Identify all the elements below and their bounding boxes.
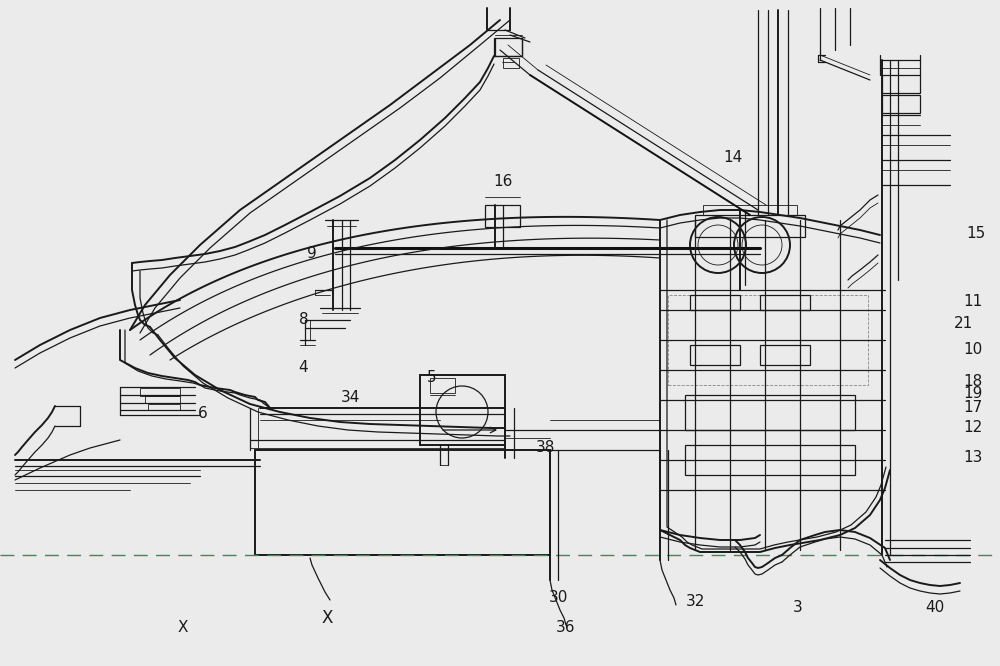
Bar xyxy=(690,295,740,310)
Text: 14: 14 xyxy=(723,151,742,165)
Bar xyxy=(882,95,920,113)
Bar xyxy=(140,388,180,396)
Text: 32: 32 xyxy=(686,595,705,609)
Bar xyxy=(685,395,855,430)
Bar xyxy=(148,404,180,410)
Bar xyxy=(255,450,550,555)
Text: 5: 5 xyxy=(427,370,437,384)
Text: X: X xyxy=(178,621,188,635)
Bar xyxy=(668,295,868,385)
Text: 3: 3 xyxy=(793,599,803,615)
Text: X: X xyxy=(321,609,333,627)
Text: 6: 6 xyxy=(198,406,208,420)
Text: 4: 4 xyxy=(298,360,308,376)
Text: 13: 13 xyxy=(963,450,982,464)
Text: 10: 10 xyxy=(963,342,982,356)
Bar xyxy=(485,205,520,227)
Bar xyxy=(760,345,810,365)
Text: 11: 11 xyxy=(963,294,982,310)
Text: 30: 30 xyxy=(549,591,568,605)
Text: 9: 9 xyxy=(307,246,317,260)
Text: 40: 40 xyxy=(925,599,944,615)
Bar xyxy=(760,295,810,310)
Text: 36: 36 xyxy=(556,621,576,635)
Bar xyxy=(695,215,805,237)
Text: 8: 8 xyxy=(299,312,309,328)
Bar xyxy=(690,345,740,365)
Text: 17: 17 xyxy=(963,400,982,416)
Text: 34: 34 xyxy=(341,390,360,406)
Text: 21: 21 xyxy=(954,316,973,330)
Bar xyxy=(703,205,797,215)
Bar xyxy=(494,38,522,56)
Bar xyxy=(430,378,455,393)
Text: 38: 38 xyxy=(536,440,555,456)
Bar xyxy=(420,375,505,445)
Bar xyxy=(882,75,920,93)
Text: 15: 15 xyxy=(966,226,985,240)
Bar xyxy=(685,445,855,475)
Bar xyxy=(145,396,180,403)
Text: 19: 19 xyxy=(963,386,982,402)
Bar xyxy=(503,58,519,68)
Text: 18: 18 xyxy=(963,374,982,388)
Text: 12: 12 xyxy=(963,420,982,434)
Text: 16: 16 xyxy=(493,174,512,190)
